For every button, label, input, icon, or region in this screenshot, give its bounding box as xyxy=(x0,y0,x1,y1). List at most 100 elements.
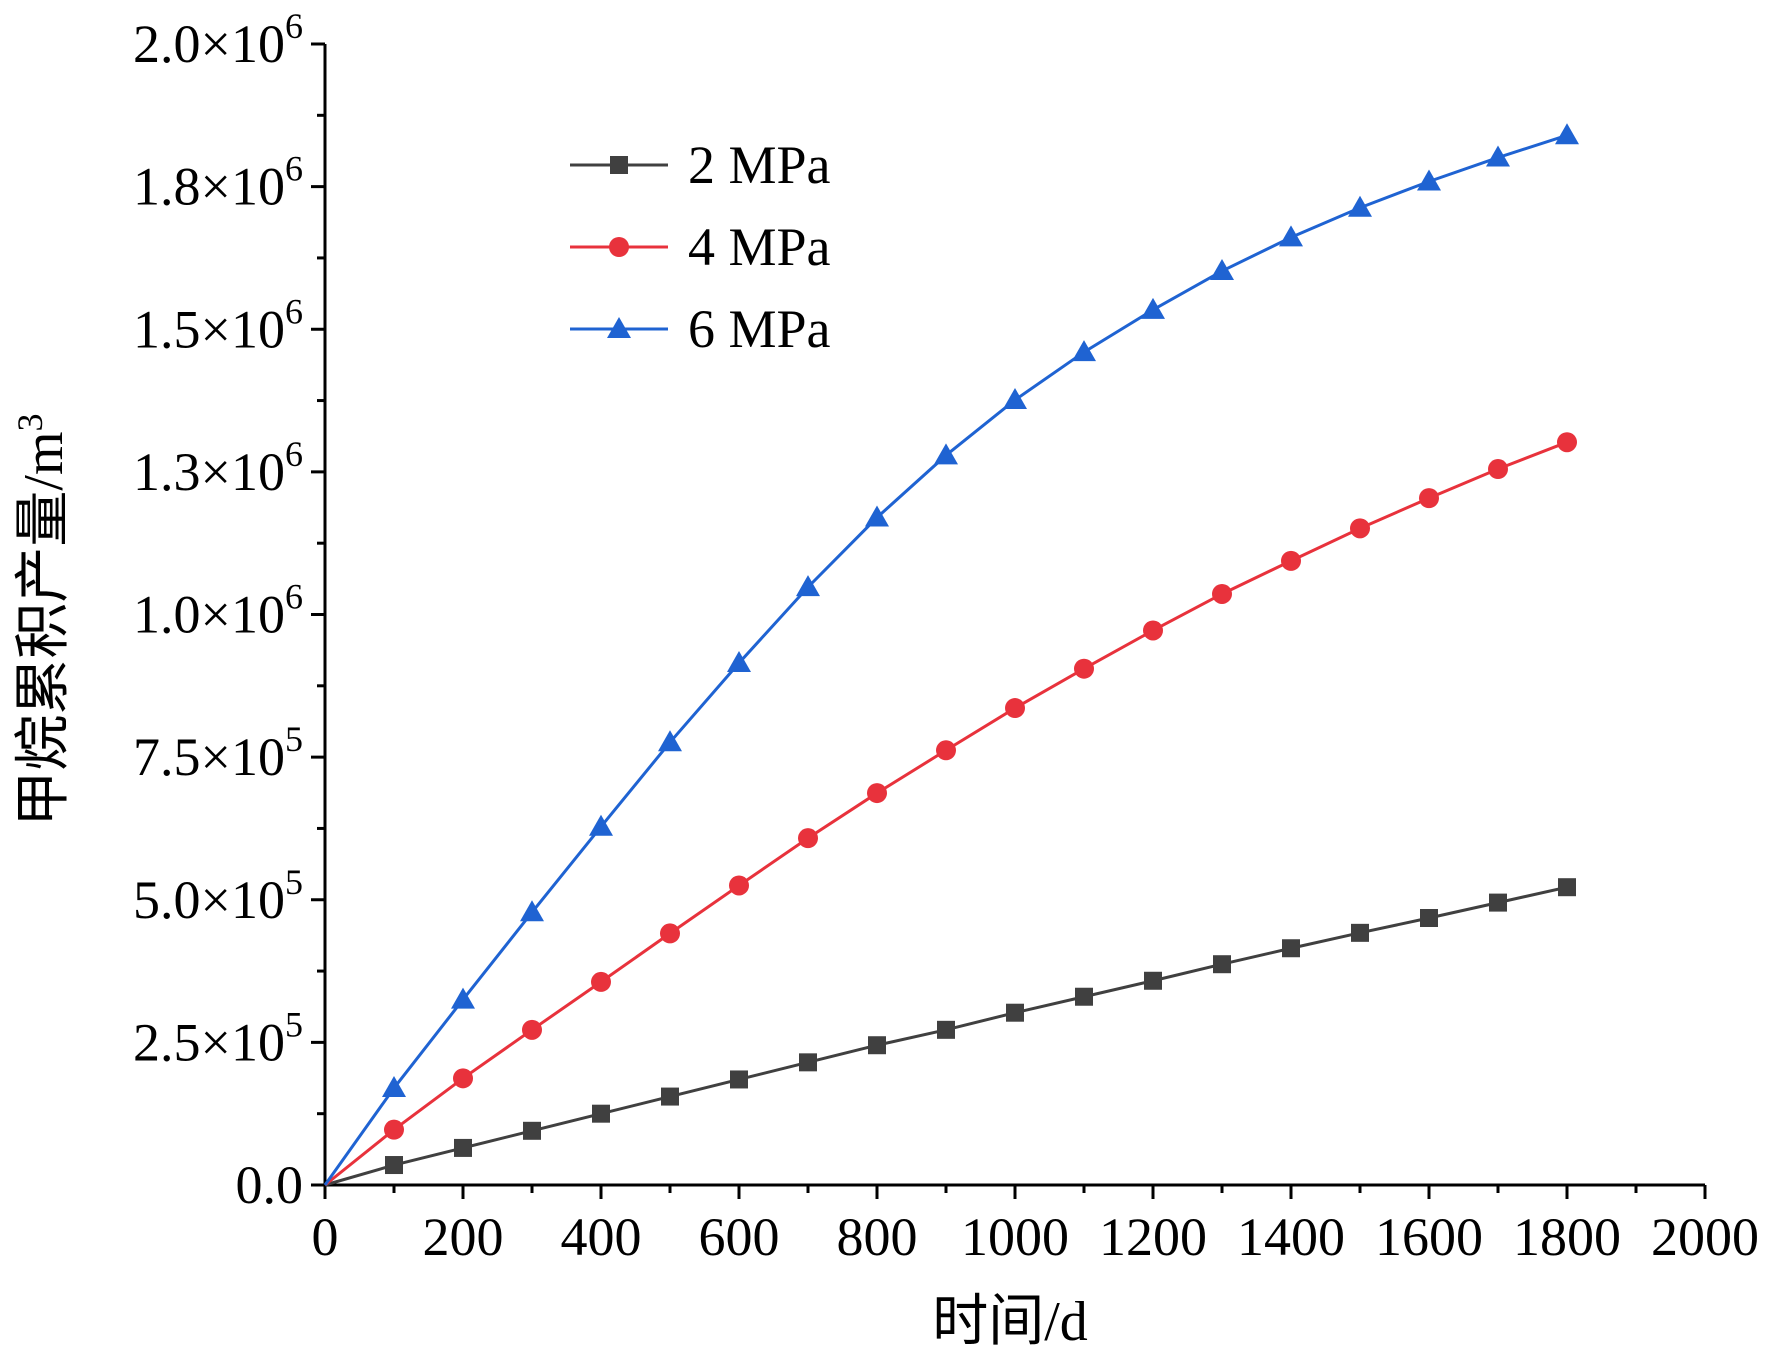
y-tick-label: 1.5×106 xyxy=(133,291,303,359)
data-point xyxy=(1005,698,1025,719)
y-tick-label: 2.0×106 xyxy=(133,6,303,74)
x-tick-label: 800 xyxy=(837,1207,918,1267)
y-tick-label-mantissa: 1.0×10 xyxy=(133,585,285,645)
series-2-mpa xyxy=(324,878,1576,1187)
y-tick-label-mantissa: 1.5×10 xyxy=(133,299,285,359)
data-point xyxy=(522,1019,542,1040)
y-tick-label-mantissa: 2.5×10 xyxy=(133,1012,285,1072)
y-tick-label: 0.0 xyxy=(236,1155,304,1215)
data-point xyxy=(1555,123,1579,145)
data-point xyxy=(729,875,749,896)
data-point xyxy=(453,1068,473,1089)
legend-marker xyxy=(609,237,629,257)
series-4-mpa xyxy=(324,432,1577,1187)
y-tick-label-mantissa: 7.5×10 xyxy=(133,727,285,787)
data-point xyxy=(1075,987,1093,1006)
x-tick-label: 0 xyxy=(312,1207,339,1267)
legend-label: 2 MPa xyxy=(688,135,831,195)
data-point xyxy=(382,1076,406,1098)
data-point xyxy=(1281,550,1301,571)
data-point xyxy=(451,987,475,1009)
x-tick-label: 400 xyxy=(561,1207,642,1267)
y-tick-label-exponent: 6 xyxy=(285,149,303,189)
data-point xyxy=(1557,432,1577,453)
data-point xyxy=(730,1070,748,1089)
y-tick-label-exponent: 6 xyxy=(285,6,303,46)
data-point xyxy=(1072,340,1096,362)
data-point xyxy=(1489,893,1507,912)
x-tick-label: 1800 xyxy=(1513,1207,1621,1267)
y-axis-title: 甲烷累积产量/m3 xyxy=(10,413,75,826)
y-axis-title-main: 甲烷累积产量/m xyxy=(13,431,75,826)
legend-label: 6 MPa xyxy=(688,299,831,359)
data-point xyxy=(1417,169,1441,191)
data-point xyxy=(934,443,958,465)
data-point xyxy=(1282,939,1300,958)
data-point xyxy=(454,1138,472,1157)
legend-item: 4 MPa xyxy=(570,217,831,277)
data-point xyxy=(1213,955,1231,974)
data-point xyxy=(1006,1003,1024,1022)
data-point xyxy=(660,923,680,944)
x-tick-label: 1200 xyxy=(1099,1207,1207,1267)
y-tick-label-exponent: 5 xyxy=(285,1004,303,1044)
data-point xyxy=(1486,145,1510,167)
y-axis-title-superscript: 3 xyxy=(10,413,50,431)
y-tick-label: 1.8×106 xyxy=(133,149,303,217)
y-tick-label-mantissa: 5.0×10 xyxy=(133,870,285,930)
data-point xyxy=(867,783,887,804)
y-tick-label-mantissa: 1.3×10 xyxy=(133,442,285,502)
data-point xyxy=(589,814,613,836)
data-point xyxy=(1348,195,1372,217)
y-tick-label-mantissa: 2.0×10 xyxy=(133,14,285,74)
data-point xyxy=(799,1053,817,1072)
y-tick-label-exponent: 5 xyxy=(285,862,303,902)
data-point xyxy=(1144,971,1162,990)
data-point xyxy=(1003,387,1027,409)
data-point xyxy=(937,1020,955,1039)
data-point xyxy=(727,650,751,672)
data-point xyxy=(1210,259,1234,281)
legend-label: 4 MPa xyxy=(688,217,831,277)
y-tick-label-mantissa: 0.0 xyxy=(236,1155,304,1215)
data-point xyxy=(936,740,956,761)
x-tick-label: 2000 xyxy=(1651,1207,1759,1267)
y-tick-label-exponent: 6 xyxy=(285,577,303,617)
data-point xyxy=(591,971,611,992)
series-layer xyxy=(323,123,1579,1187)
x-tick-label: 1400 xyxy=(1237,1207,1345,1267)
y-tick-label: 2.5×105 xyxy=(133,1004,303,1072)
y-tick-label: 1.0×106 xyxy=(133,577,303,645)
data-point xyxy=(865,505,889,527)
x-axis-title: 时间/d xyxy=(932,1291,1088,1353)
x-tick-label: 1600 xyxy=(1375,1207,1483,1267)
series-6-mpa xyxy=(323,123,1579,1186)
data-point xyxy=(796,575,820,597)
y-tick-label-exponent: 5 xyxy=(285,719,303,759)
data-point xyxy=(868,1036,886,1055)
data-point xyxy=(1143,620,1163,641)
data-point xyxy=(1558,878,1576,897)
data-point xyxy=(661,1087,679,1106)
data-point xyxy=(520,900,544,922)
x-tick-label: 600 xyxy=(699,1207,780,1267)
data-point xyxy=(1351,923,1369,942)
y-tick-label-exponent: 6 xyxy=(285,291,303,331)
y-tick-label-mantissa: 1.8×10 xyxy=(133,157,285,217)
data-point xyxy=(1419,488,1439,509)
data-point xyxy=(1212,583,1232,604)
x-tick-label: 200 xyxy=(423,1207,504,1267)
y-tick-label: 1.3×106 xyxy=(133,434,303,502)
data-point xyxy=(1488,459,1508,480)
data-point xyxy=(1074,658,1094,679)
y-tick-label: 7.5×105 xyxy=(133,719,303,787)
data-point xyxy=(798,828,818,849)
legend-item: 6 MPa xyxy=(570,299,831,359)
data-point xyxy=(523,1121,541,1140)
data-point xyxy=(1279,225,1303,247)
data-point xyxy=(1420,909,1438,928)
legend-item: 2 MPa xyxy=(570,135,831,195)
legend: 2 MPa 4 MPa 6 MPa xyxy=(570,135,831,359)
data-point xyxy=(1141,297,1165,319)
